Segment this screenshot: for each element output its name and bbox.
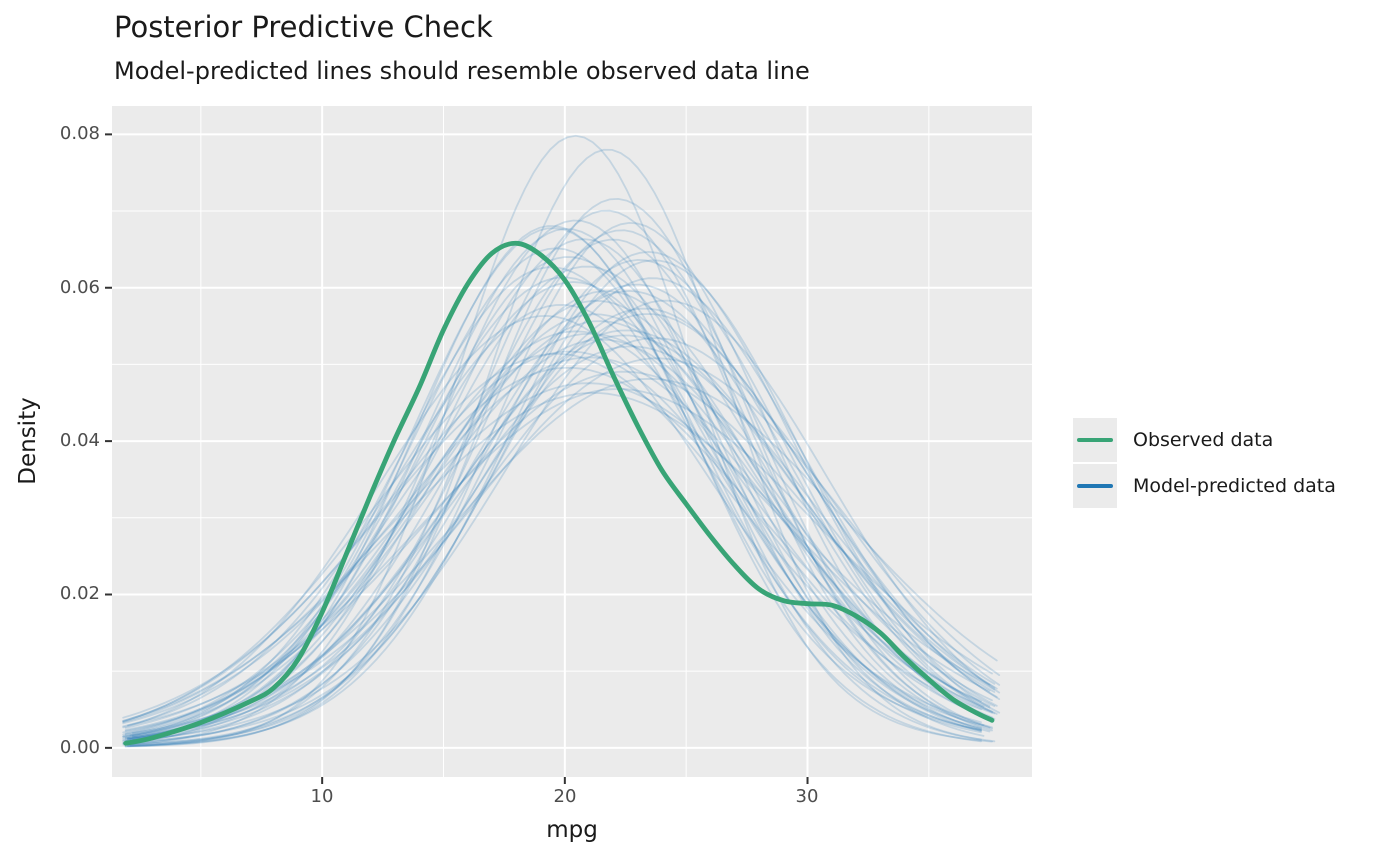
legend: Observed data Model-predicted data <box>1073 418 1336 510</box>
y-axis-title: Density <box>15 397 41 485</box>
predicted-density-line <box>122 332 991 736</box>
plot-subtitle: Model-predicted lines should resemble ob… <box>114 57 810 85</box>
predicted-density-line <box>127 148 996 746</box>
legend-key-predicted <box>1073 464 1117 508</box>
predicted-density-line <box>122 227 982 741</box>
predicted-line-swatch <box>1077 484 1113 488</box>
predicted-density-line <box>132 259 1001 743</box>
y-tick-label-2: 0.04 <box>59 430 100 451</box>
predicted-density-line <box>127 370 996 727</box>
predicted-density-line <box>127 329 996 741</box>
predicted-density-line <box>122 382 991 723</box>
plot-title: Posterior Predictive Check <box>114 10 493 44</box>
predicted-density-line <box>129 307 998 745</box>
predicted-density-line <box>132 299 1001 741</box>
predicted-density-line <box>122 227 982 743</box>
predicted-density-line <box>122 256 982 743</box>
legend-label-predicted: Model-predicted data <box>1133 475 1336 497</box>
y-tick-label-4: 0.08 <box>59 123 100 144</box>
legend-label-observed: Observed data <box>1133 429 1274 451</box>
predicted-density-line <box>122 281 982 734</box>
predicted-density-line <box>129 277 998 746</box>
predicted-density-line <box>122 391 991 722</box>
predicted-density-line <box>124 197 993 748</box>
x-axis-title: mpg <box>546 817 598 843</box>
observed-density-line <box>123 240 995 746</box>
predicted-density-line <box>122 352 982 723</box>
observed-line-swatch <box>1077 438 1113 442</box>
gridlines <box>112 106 1032 777</box>
predicted-density-line <box>124 134 993 747</box>
x-tick-label-30: 30 <box>795 786 819 807</box>
predicted-density-line <box>122 265 991 738</box>
predicted-density-line <box>122 229 991 744</box>
predicted-density-line <box>124 209 993 747</box>
predicted-density-line <box>124 338 993 736</box>
predicted-density-line <box>124 388 993 729</box>
legend-key-observed <box>1073 418 1117 462</box>
y-tick-label-1: 0.02 <box>59 583 100 604</box>
predicted-density-line <box>122 366 982 722</box>
predicted-density-line <box>124 290 993 744</box>
predicted-density-line <box>124 320 993 731</box>
density-curves <box>122 134 1001 748</box>
predicted-density-line <box>132 313 1001 738</box>
x-tick-label-10: 10 <box>310 786 334 807</box>
predicted-density-line <box>129 250 998 747</box>
predicted-density-line <box>122 314 982 729</box>
predicted-density-line <box>122 350 991 719</box>
y-tick-label-0: 0.00 <box>59 737 100 758</box>
predicted-density-line <box>132 337 1001 737</box>
predicted-density-line <box>132 357 1001 734</box>
x-tick-label-20: 20 <box>553 786 577 807</box>
predicted-density-line <box>124 276 985 739</box>
legend-item-observed: Observed data <box>1073 418 1336 462</box>
legend-item-predicted: Model-predicted data <box>1073 464 1336 508</box>
axis-ticks <box>105 133 809 784</box>
predicted-density-line <box>129 283 998 740</box>
predicted-density-line <box>122 219 982 746</box>
predicted-density-line <box>127 221 996 748</box>
predicted-density-line <box>122 225 982 744</box>
predicted-density-line <box>122 303 982 730</box>
predicted-density-line <box>122 247 982 742</box>
predicted-density-line <box>122 356 991 725</box>
predicted-density-line <box>127 258 996 747</box>
y-tick-label-3: 0.06 <box>59 277 100 298</box>
predicted-density-line <box>127 289 996 740</box>
predicted-density-line <box>127 334 996 741</box>
